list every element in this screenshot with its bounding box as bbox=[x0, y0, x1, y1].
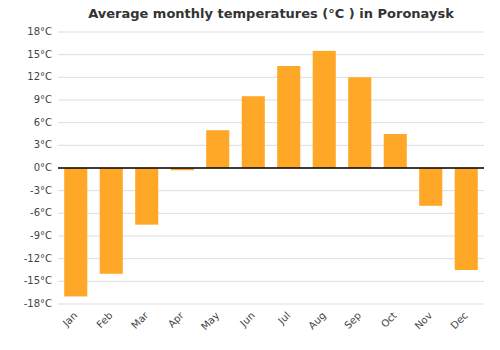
bar bbox=[135, 168, 158, 225]
y-tick-label: -12°C bbox=[24, 253, 52, 264]
y-tick-label: 12°C bbox=[27, 71, 52, 82]
bar bbox=[455, 168, 478, 270]
x-tick-label: Jun bbox=[237, 310, 257, 330]
y-tick-label: 3°C bbox=[34, 139, 52, 150]
y-tick-label: 9°C bbox=[34, 94, 52, 105]
grid-line bbox=[58, 32, 484, 33]
grid-line bbox=[58, 145, 484, 146]
y-tick-label: 0°C bbox=[34, 162, 52, 173]
bars bbox=[58, 51, 484, 297]
grid-line bbox=[58, 168, 484, 169]
x-tick-label: Mar bbox=[129, 309, 151, 331]
x-tick-label: May bbox=[199, 310, 221, 332]
bar bbox=[100, 168, 123, 274]
bar bbox=[384, 134, 407, 168]
grid-line bbox=[58, 77, 484, 78]
y-tick-label: 6°C bbox=[34, 117, 52, 128]
bar bbox=[277, 66, 300, 168]
x-tick-label: Jan bbox=[60, 310, 79, 329]
bar bbox=[242, 96, 265, 168]
grid-line bbox=[58, 122, 484, 123]
grid-line bbox=[58, 281, 484, 282]
y-tick-label: -6°C bbox=[30, 207, 52, 218]
chart-title: Average monthly temperatures (°C ) in Po… bbox=[88, 6, 454, 21]
y-tick-label: 15°C bbox=[27, 49, 52, 60]
y-axis: -18°C -15°C -12°C -9°C -6°C -3°C 0°C 3°C 6°C 9°C 1… bbox=[24, 26, 52, 309]
bar bbox=[64, 168, 87, 296]
chart: Average monthly temperatures (°C ) in Po… bbox=[0, 0, 500, 350]
x-tick-label: Oct bbox=[379, 310, 399, 330]
x-tick-label: Sep bbox=[342, 310, 363, 331]
y-tick-label: -9°C bbox=[30, 230, 52, 241]
y-tick-label: 18°C bbox=[27, 26, 52, 37]
grid-line bbox=[58, 100, 484, 101]
zero-line bbox=[58, 167, 484, 169]
bar bbox=[348, 77, 371, 168]
x-axis: Jan Feb Mar Apr May Jun Jul Aug Sep Oct Nov Dec bbox=[60, 309, 470, 332]
x-tick-label: Feb bbox=[94, 310, 114, 330]
x-tick-label: Apr bbox=[166, 309, 187, 330]
grid bbox=[58, 32, 484, 304]
x-tick-label: Nov bbox=[413, 310, 435, 332]
bar bbox=[419, 168, 442, 206]
y-tick-label: -3°C bbox=[30, 185, 52, 196]
bar bbox=[206, 130, 229, 168]
bar bbox=[313, 51, 336, 168]
x-tick-label: Aug bbox=[306, 310, 328, 332]
grid-line bbox=[58, 54, 484, 55]
y-tick-label: -18°C bbox=[24, 298, 52, 309]
y-tick-label: -15°C bbox=[24, 275, 52, 286]
grid-line bbox=[58, 304, 484, 305]
x-tick-label: Jul bbox=[275, 310, 292, 327]
x-tick-label: Dec bbox=[448, 310, 469, 331]
chart-container: Average monthly temperatures (°C ) in Po… bbox=[0, 0, 500, 350]
